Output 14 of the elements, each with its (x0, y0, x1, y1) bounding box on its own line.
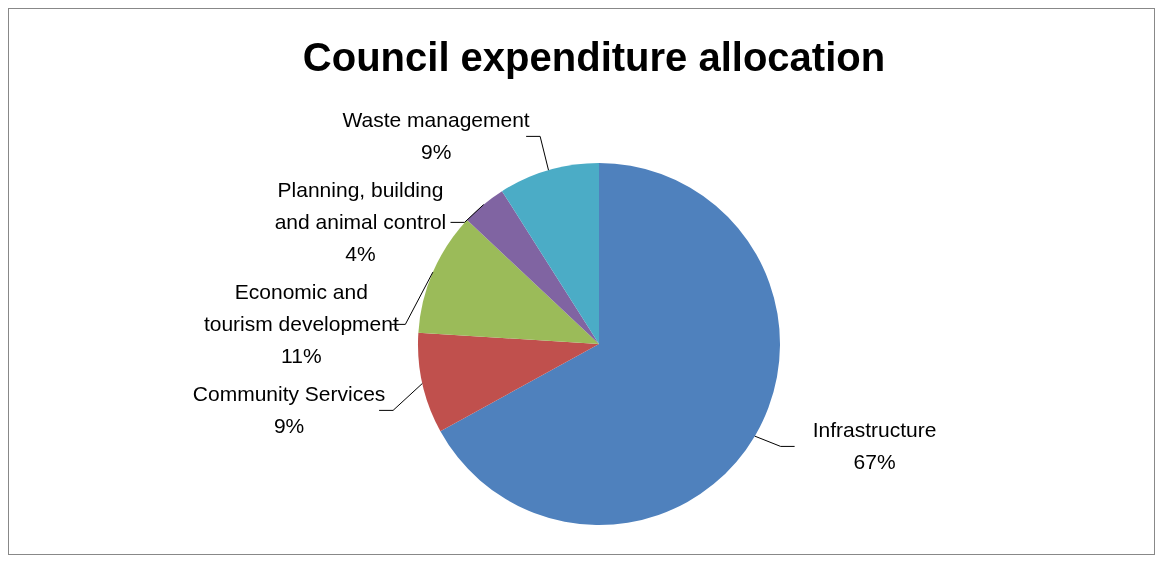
pie-slice (502, 163, 599, 344)
data-label: 11% (281, 344, 322, 368)
chart-title: Council expenditure allocation (302, 35, 886, 79)
data-label: 4% (345, 242, 376, 266)
slice-label: Economic and tourism development (203, 280, 399, 336)
pie-slice (467, 191, 599, 344)
data-label: 9% (420, 140, 452, 164)
data-label: 9% (273, 414, 305, 438)
slice-label: Infrastructure (812, 418, 937, 442)
slice-label: Planning, building and animal control (274, 178, 447, 234)
slice-label: Community Services (192, 382, 386, 406)
slice-label: Waste management (342, 108, 530, 132)
data-label: 67% (853, 450, 896, 474)
pie-slice (418, 332, 599, 432)
